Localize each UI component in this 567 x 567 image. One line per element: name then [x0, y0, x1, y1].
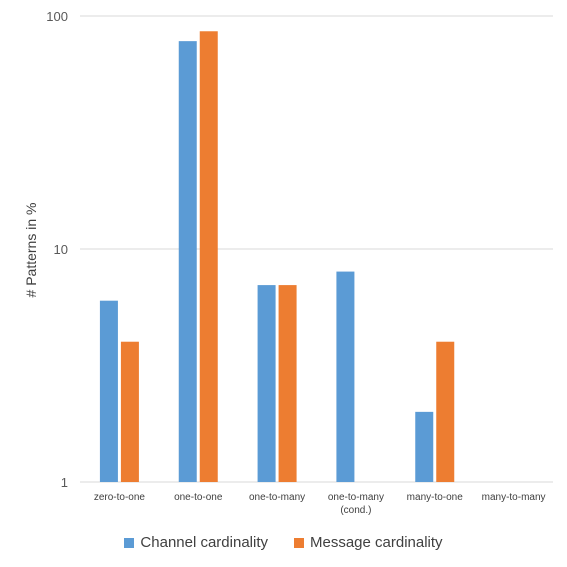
y-tick-label: 1: [61, 475, 68, 490]
y-axis-ticks: 1 10 100: [46, 9, 68, 490]
x-category-label: many-to-one: [407, 492, 464, 503]
bar-message-1: [199, 31, 218, 482]
legend-label: Message cardinality: [310, 534, 443, 551]
y-axis-title: # Patterns in %: [23, 203, 39, 298]
legend-swatch: [124, 537, 135, 548]
bar-channel-4: [415, 411, 434, 482]
bar-message-0: [120, 341, 139, 482]
legend-swatch: [294, 537, 304, 548]
legend: Channel cardinality Message cardinality: [0, 534, 567, 551]
bars: [99, 31, 455, 482]
bar-message-4: [436, 341, 455, 482]
bar-channel-3: [336, 271, 355, 482]
y-tick-label: 100: [46, 9, 68, 24]
bar-channel-2: [257, 285, 276, 482]
legend-item-message: Message cardinality: [294, 534, 443, 551]
x-category-label: zero-to-one: [94, 492, 146, 503]
y-tick-label: 10: [54, 242, 68, 257]
gridlines: [80, 15, 553, 483]
bar-channel-0: [99, 300, 118, 482]
x-category-label: (cond.): [340, 505, 371, 516]
legend-item-channel: Channel cardinality: [124, 534, 268, 551]
x-category-label: one-to-many: [249, 492, 305, 503]
x-category-label: many-to-many: [482, 492, 546, 503]
bar-chart: 1 10 100 zero-to-one one-to-one one-to-many o…: [23, 9, 553, 516]
x-category-label: one-to-one: [174, 492, 223, 503]
legend-label: Channel cardinality: [140, 534, 268, 551]
x-axis-categories: zero-to-one one-to-one one-to-many one-to-m…: [94, 492, 546, 516]
bar-channel-1: [178, 41, 197, 482]
bar-message-2: [278, 285, 297, 482]
x-category-label: one-to-many: [328, 492, 384, 503]
